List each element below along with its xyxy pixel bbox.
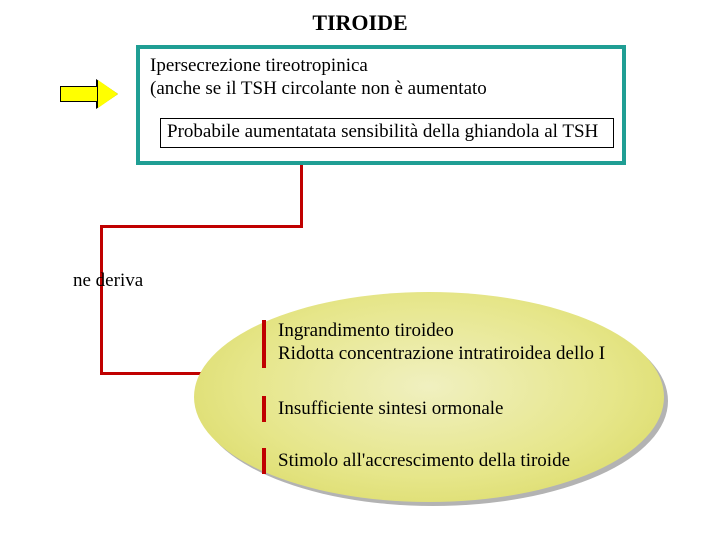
connector-down-1: [300, 165, 303, 225]
connector-down-2: [100, 225, 103, 375]
ellipse-item-2: Insufficiente sintesi ormonale: [278, 398, 658, 421]
ellipse-item-3: Stimolo all'accrescimento della tiroide: [278, 450, 658, 473]
connector-left: [100, 225, 303, 228]
bullet-bar-1: [262, 320, 266, 368]
main-line1: Ipersecrezione tireotropinica: [150, 55, 368, 76]
main-line2: (anche se il TSH circolante non è aument…: [150, 78, 487, 99]
item3-line1: Stimolo all'accrescimento della tiroide: [278, 450, 570, 471]
item1-line2: Ridotta concentrazione intratiroidea del…: [278, 343, 605, 364]
arrow-right-icon: [60, 80, 120, 108]
sub-box: Probabile aumentatata sensibilità della …: [160, 118, 614, 148]
item1-line1: Ingrandimento tiroideo: [278, 320, 454, 341]
bullet-bar-3: [262, 448, 266, 474]
deriva-label: ne deriva: [73, 270, 143, 292]
ellipse-item-1: Ingrandimento tiroideo Ridotta concentra…: [278, 320, 658, 366]
bullet-bar-2: [262, 396, 266, 422]
page-title: TIROIDE: [0, 10, 720, 36]
item2-line1: Insufficiente sintesi ormonale: [278, 398, 503, 419]
main-box-text: Ipersecrezione tireotropinica (anche se …: [150, 55, 600, 101]
